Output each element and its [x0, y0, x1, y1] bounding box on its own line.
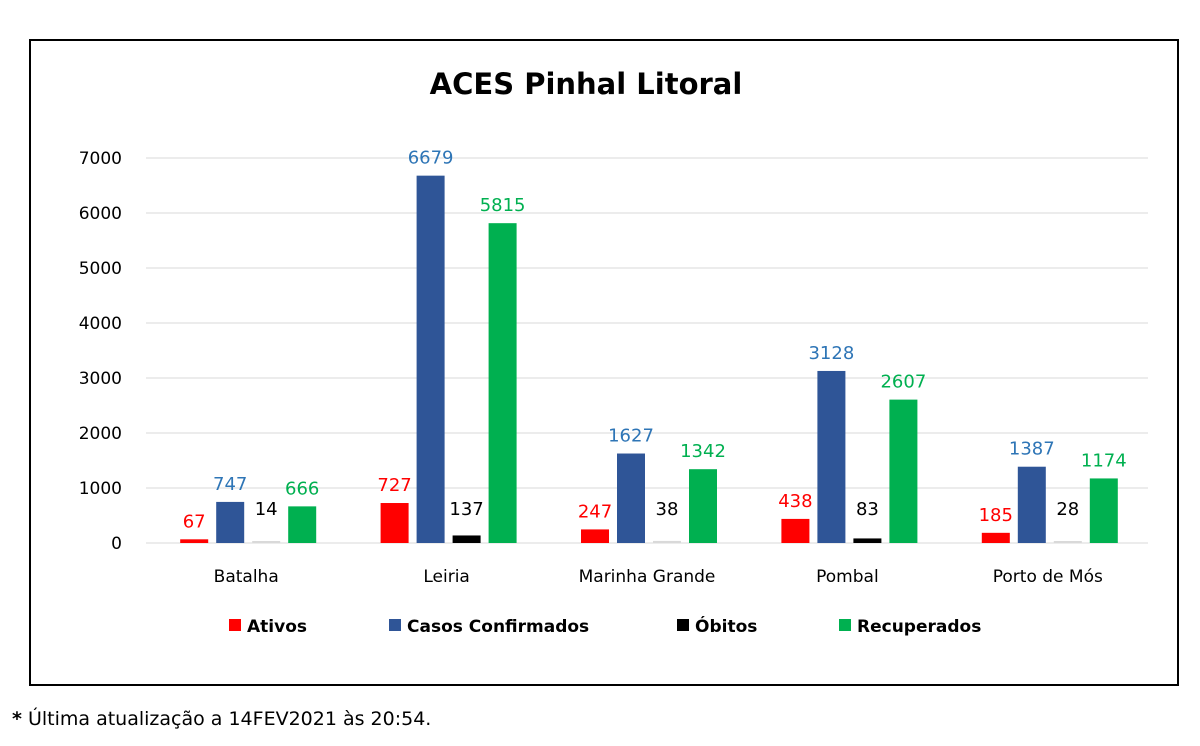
bar: [252, 541, 281, 543]
y-tick-label: 0: [111, 534, 122, 554]
bar: [488, 223, 517, 544]
legend-swatch: [677, 619, 689, 631]
bar: [781, 518, 810, 543]
bar: [216, 501, 245, 543]
legend-swatch: [839, 619, 851, 631]
bar: [380, 503, 409, 543]
y-tick-label: 6000: [79, 204, 122, 224]
legend-swatch: [389, 619, 401, 631]
data-label: 83: [856, 499, 879, 520]
x-tick-label: Batalha: [214, 567, 279, 587]
y-tick-label: 3000: [79, 369, 122, 389]
bar: [689, 469, 717, 543]
bar: [981, 532, 1010, 543]
data-label: 67: [183, 511, 206, 532]
legend-label: Óbitos: [695, 615, 757, 637]
data-label: 1627: [608, 426, 654, 447]
bar: [817, 370, 846, 543]
bar: [452, 535, 481, 543]
bar: [581, 529, 609, 543]
bar: [617, 453, 645, 543]
bar: [180, 539, 209, 543]
chart-title: ACES Pinhal Litoral: [429, 67, 743, 101]
data-label: 28: [1056, 499, 1079, 520]
data-label: 1174: [1081, 450, 1127, 471]
bar: [288, 506, 317, 543]
x-tick-label: Pombal: [816, 567, 879, 587]
data-label: 666: [285, 478, 319, 499]
data-label: 185: [979, 505, 1013, 526]
data-label: 247: [578, 501, 612, 522]
data-label: 5815: [480, 195, 526, 216]
x-tick-label: Leiria: [423, 567, 469, 587]
footnote-star: *: [12, 708, 22, 730]
bar: [853, 538, 882, 543]
data-label: 14: [255, 499, 278, 520]
data-label: 1387: [1009, 439, 1055, 460]
data-label: 137: [449, 499, 483, 520]
bar: [1017, 466, 1046, 543]
y-tick-label: 2000: [79, 424, 122, 444]
data-label: 1342: [680, 441, 726, 462]
chart-frame: [29, 39, 1179, 686]
bar: [1089, 478, 1118, 543]
x-tick-label: Marinha Grande: [579, 567, 716, 587]
bar: [889, 399, 918, 543]
y-tick-label: 4000: [79, 314, 122, 334]
y-tick-label: 5000: [79, 259, 122, 279]
data-label: 727: [377, 475, 411, 496]
bar-chart: 0 1000 2000 3000 4000 5000 6000 7000 Batalha 67 74…: [79, 148, 1148, 637]
data-label: 438: [778, 491, 812, 512]
bar: [653, 540, 681, 543]
bar: [1053, 541, 1082, 543]
footnote: * Última atualização a 14FEV2021 às 20:5…: [12, 708, 431, 730]
data-label: 2607: [880, 372, 926, 393]
bar: [416, 175, 445, 543]
legend-label: Casos Confirmados: [407, 617, 589, 637]
footnote-text: Última atualização a 14FEV2021 às 20:54.: [21, 708, 432, 730]
y-tick-label: 1000: [79, 479, 122, 499]
legend-swatch: [229, 619, 241, 631]
legend-label: Recuperados: [857, 617, 981, 637]
data-label: 747: [213, 474, 247, 495]
data-label: 3128: [808, 343, 854, 364]
x-tick-label: Porto de Mós: [993, 567, 1103, 587]
y-tick-label: 7000: [79, 149, 122, 169]
data-label: 6679: [408, 148, 454, 169]
legend-label: Ativos: [247, 617, 307, 637]
data-label: 38: [656, 499, 679, 520]
